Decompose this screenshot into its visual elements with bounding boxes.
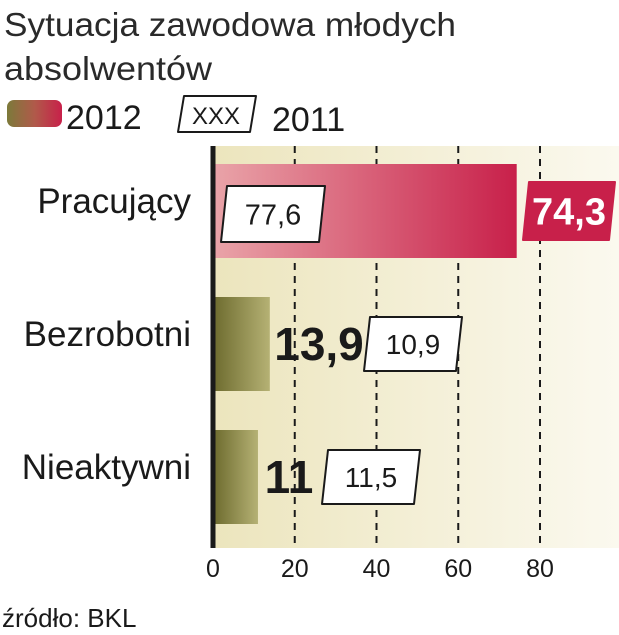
category-label: Nieaktywni <box>22 448 191 487</box>
x-tick-label: 80 <box>526 555 554 583</box>
value-label: 11 <box>265 451 314 503</box>
value-label: 13,9 <box>274 318 364 370</box>
value-label-box <box>522 181 616 241</box>
value-label-box <box>321 449 421 505</box>
legend-label-2011: 2011 <box>272 101 345 139</box>
category-label: Pracujący <box>37 182 191 221</box>
value-label: 77,6 <box>245 199 301 231</box>
x-tick-label: 40 <box>363 555 391 583</box>
source-note: źródło: BKL <box>2 603 136 633</box>
x-tick-label: 20 <box>281 555 309 583</box>
legend-box-text: XXX <box>192 103 240 130</box>
value-labels: 77,6 74,3 13,9 10,9 11 11,5 <box>220 181 616 505</box>
value-label-box <box>363 316 463 372</box>
x-tick-label: 60 <box>444 555 472 583</box>
chart-title-line-2: absolwentów <box>4 50 212 87</box>
category-labels: Pracujący Bezrobotni Nieaktywni <box>22 182 192 487</box>
bar-2012 <box>215 297 270 391</box>
chart-title-line-1: Sytuacja zawodowa młodych <box>4 6 456 43</box>
legend-swatch-2012 <box>7 100 62 127</box>
bar-2012 <box>215 430 258 524</box>
value-label: 11,5 <box>345 462 397 493</box>
x-axis: 0 20 40 60 80 <box>206 555 554 583</box>
legend-swatch-2011 <box>177 95 257 133</box>
x-tick-label: 0 <box>206 555 220 583</box>
legend-label-2012: 2012 <box>66 99 142 137</box>
value-label-box <box>220 185 326 243</box>
legend: 2012 XXX 2011 <box>7 95 345 139</box>
value-label: 74,3 <box>532 192 606 234</box>
value-label: 10,9 <box>386 329 441 360</box>
category-label: Bezrobotni <box>24 315 191 354</box>
